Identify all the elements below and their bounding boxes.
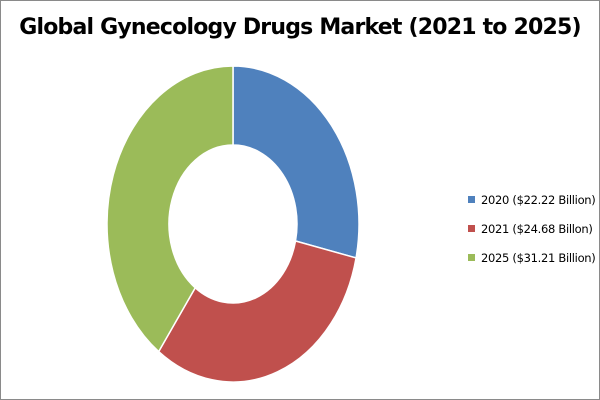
legend-item-2021: 2021 ($24.68 Billon) — [468, 214, 595, 243]
chart-legend: 2020 ($22.22 Billion) 2021 ($24.68 Billo… — [468, 185, 596, 272]
donut-slice-2025 — [106, 65, 234, 353]
legend-label-2020: 2020 ($22.22 Billion) — [481, 192, 596, 207]
legend-label-2021: 2021 ($24.68 Billon) — [481, 221, 593, 236]
legend-swatch-2025 — [468, 254, 475, 261]
legend-item-2025: 2025 ($31.21 Billion) — [468, 243, 596, 272]
legend-label-2025: 2025 ($31.21 Billion) — [481, 250, 596, 265]
legend-swatch-2021 — [468, 225, 475, 232]
legend-item-2020: 2020 ($22.22 Billion) — [468, 185, 596, 214]
donut-slice-2021 — [157, 240, 357, 383]
donut-slice-2020 — [232, 65, 360, 259]
chart-title: Global Gynecology Drugs Market (2021 to … — [19, 15, 581, 40]
legend-swatch-2020 — [468, 196, 475, 203]
